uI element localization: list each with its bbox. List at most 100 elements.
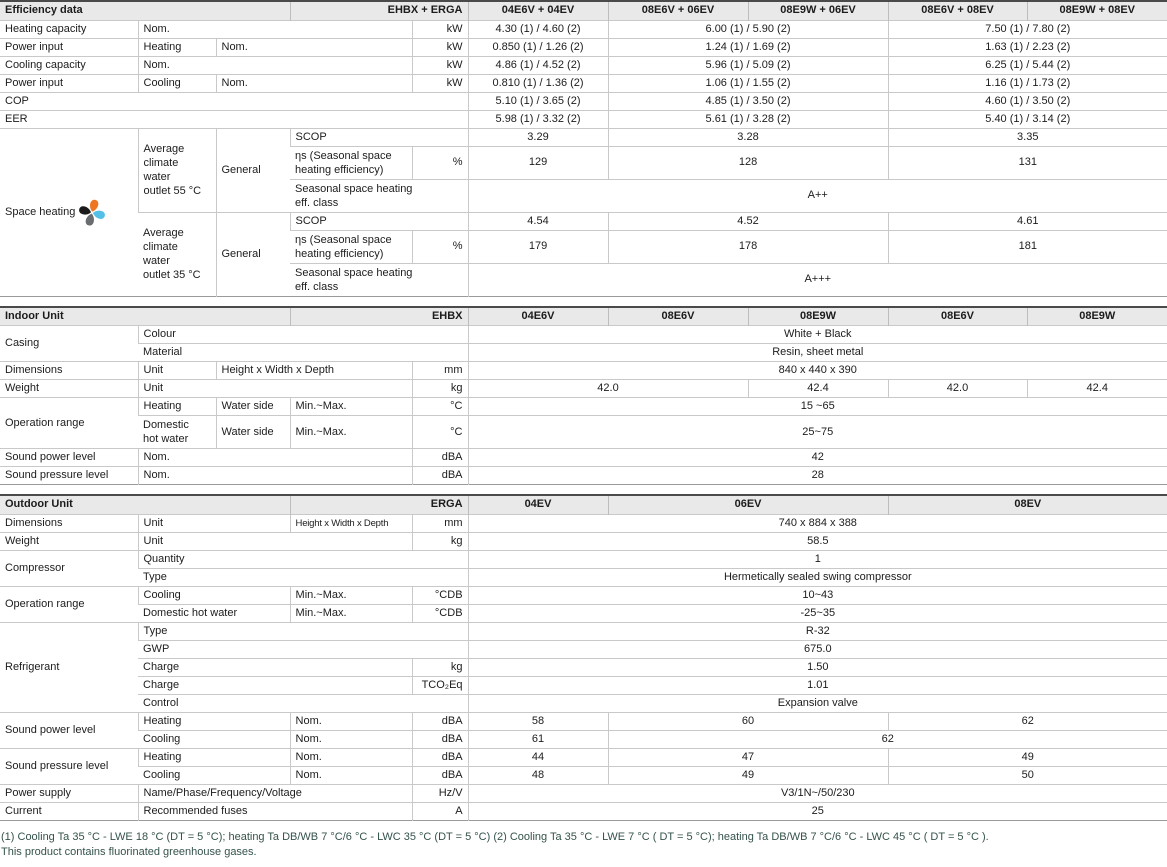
cell-text: % (452, 156, 463, 168)
cell-text: Material (143, 346, 183, 358)
cell-text: 42.0 (597, 382, 619, 394)
cell-text: Cooling (143, 588, 181, 601)
cell-text: Sound pressure level (5, 759, 109, 772)
unit-cell: °C (411, 397, 468, 416)
row-label: Heating (137, 747, 291, 766)
cell-text: 5.10 (1) / 3.65 (2) (495, 94, 581, 107)
cell-text: Casing (5, 337, 40, 349)
cell-text: 5.61 (1) / 3.28 (2) (705, 112, 791, 125)
unit-cell: % (411, 145, 469, 179)
cell-text: A+++ (804, 273, 832, 285)
row-label: Operation range (0, 585, 138, 622)
unit-cell: kW (411, 19, 469, 38)
row-label: Nom. (215, 73, 412, 92)
row-label: Cooling (137, 585, 291, 604)
row-label: Casing (0, 325, 138, 362)
cell-text: ηs (Seasonal space heating efficiency) (295, 149, 392, 176)
cell-text: A++ (807, 189, 828, 201)
cell-text: ηs (Seasonal space heating efficiency) (295, 233, 392, 260)
value-cell: A++ (467, 178, 1167, 212)
cell-text: 49 (741, 768, 755, 781)
value-cell: 5.40 (1) / 3.14 (2) (887, 109, 1167, 128)
cell-text: Efficiency data (5, 4, 83, 17)
unit-cell: dBA (411, 448, 468, 467)
cell-text: kg (450, 382, 463, 394)
space-heating-label: Space heating (0, 127, 138, 296)
cell-text: 1.24 (1) / 1.69 (2) (705, 40, 791, 53)
value-cell: A+++ (467, 262, 1167, 296)
row-label: COP (0, 91, 469, 110)
row-label: Weight (0, 531, 138, 550)
cell-text: 1.50 (807, 660, 829, 673)
unit-cell: kW (411, 55, 469, 74)
cell-text: 4.52 (737, 214, 759, 227)
cell-text: Heating (143, 750, 182, 763)
unit-cell: dBA (411, 466, 468, 485)
row-label: Domestic hot water (138, 603, 291, 622)
row-label: Min.~Max. (289, 397, 412, 416)
row-label: Sound pressure level (0, 747, 138, 784)
cell-text: 50 (1021, 768, 1034, 781)
row-label: Heating (137, 397, 216, 416)
unit-cell: °CDB (411, 603, 469, 622)
cell-text: 840 x 440 x 390 (778, 364, 857, 376)
row-label: EER (0, 109, 469, 128)
series-label: EHBX (289, 305, 468, 326)
cell-text: 4.54 (527, 214, 549, 227)
unit-cell: kg (411, 657, 469, 676)
row-label: SCOP (289, 211, 469, 230)
unit-cell: TCO₂Eq (411, 675, 469, 694)
unit-cell: kW (411, 37, 469, 56)
value-cell: 49 (887, 747, 1167, 766)
row-label: Type (138, 567, 469, 586)
row-label: Seasonal space heating eff. class (290, 178, 469, 212)
table-title: Outdoor Unit (0, 494, 291, 514)
cell-text: kW (446, 22, 463, 35)
cell-text: Water side (221, 400, 274, 412)
row-label: Sound pressure level (0, 466, 138, 485)
footnote-line: This product contains fluorinated greenh… (1, 845, 257, 858)
cell-text: Nom. (295, 732, 322, 745)
unit-cell: % (411, 229, 469, 263)
value-cell: R-32 (467, 621, 1167, 640)
row-label: Water side (215, 415, 290, 449)
unit-cell: kW (411, 73, 469, 92)
value-cell: 61 (467, 729, 609, 748)
value-cell: 42.4 (747, 379, 888, 398)
row-label: Weight (0, 379, 138, 398)
cell-text: 25~75 (802, 425, 834, 438)
model-header: 08E9W + 06EV (747, 0, 889, 20)
model-header: 08E9W (1026, 305, 1167, 326)
unit-cell: °C (411, 415, 468, 449)
cell-text: kg (450, 660, 463, 673)
table-title: Indoor Unit (0, 305, 290, 326)
cell-text: Nom. (295, 714, 322, 727)
row-label: Cooling capacity (0, 55, 138, 74)
model-header: 08E9W (747, 305, 888, 326)
cell-text: 128 (738, 156, 758, 168)
cell-text: % (452, 240, 463, 252)
row-label: Cooling (138, 729, 291, 748)
cell-text: V3/1N~/50/230 (780, 786, 855, 799)
cell-text: 04E6V (521, 309, 555, 322)
row-label: Charge (138, 657, 413, 676)
value-cell: 0.850 (1) / 1.26 (2) (467, 37, 609, 56)
row-label: Dimensions (0, 513, 138, 532)
value-cell: 4.60 (1) / 3.50 (2) (887, 91, 1167, 110)
value-cell: 0.810 (1) / 1.36 (2) (467, 73, 609, 92)
cell-text: 4.85 (1) / 3.50 (2) (705, 94, 791, 107)
row-label: Average climate water outlet 35 °C (138, 211, 216, 296)
value-cell: 47 (607, 747, 889, 766)
cell-text: Power supply (5, 786, 72, 799)
cell-text: Domestic hot water (143, 606, 238, 619)
cell-text: Cooling (143, 732, 181, 745)
value-cell: 10~43 (467, 585, 1167, 604)
cell-text: 6.25 (1) / 5.44 (2) (985, 58, 1071, 71)
cell-text: 28 (811, 469, 824, 481)
unit-cell: kg (411, 531, 469, 550)
cell-text: dBA (441, 469, 463, 481)
cell-text: 25 (811, 804, 824, 817)
cell-text: Sound power level (5, 723, 96, 736)
cell-text: White + Black (783, 328, 852, 340)
table-title: Efficiency data (0, 0, 290, 20)
